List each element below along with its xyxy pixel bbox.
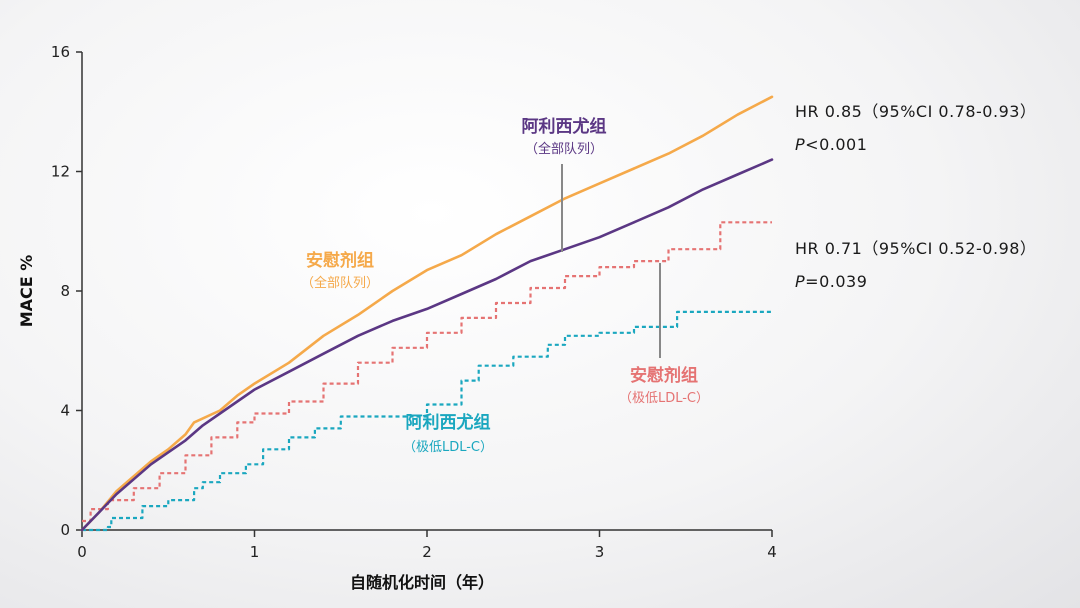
series-line-placebo-all [80,95,774,532]
label-arimoclomol-all-title: 阿利西尤组 [522,116,607,137]
stat-low-p: P=0.039 [795,272,867,291]
y-axis-title: MACE % [17,255,36,328]
series-lines [80,95,774,532]
x-tick-label: 3 [595,543,605,561]
label-placebo-all-title: 安慰剂组 [306,250,374,271]
stat-low-hr: HR 0.71（95%CI 0.52-0.98） [795,239,1036,258]
series-line-placebo-low [82,221,772,523]
x-tick-label: 0 [77,543,87,561]
stat-all-p-value: <0.001 [805,135,867,154]
series-line-arimoclomol-low [82,310,772,532]
label-arimoclomol-all-subtitle: （全部队列） [525,141,603,157]
y-tick-label: 12 [51,163,70,181]
label-placebo-all-subtitle: （全部队列） [301,275,379,291]
label-placebo-low-title: 安慰剂组 [630,365,698,386]
x-tick-label: 4 [767,543,777,561]
stat-all-p: P<0.001 [795,135,867,154]
x-tick-label: 1 [250,543,260,561]
stat-low-p-value: =0.039 [805,272,867,291]
x-axis-title: 自随机化时间（年） [350,573,494,592]
label-placebo-low-subtitle: （极低LDL-C） [619,391,709,406]
y-tick-label: 0 [60,521,70,539]
x-tick-label: 2 [422,543,432,561]
label-arimoclomol-low-title: 阿利西尤组 [406,412,491,433]
x-ticks: 0 1 2 3 4 [77,530,777,561]
axes [81,52,772,531]
label-arimoclomol-low-subtitle: （极低LDL-C） [403,440,493,455]
stat-all-hr: HR 0.85（95%CI 0.78-0.93） [795,102,1036,121]
y-tick-label: 16 [51,43,70,61]
series-line-arimoclomol-all [80,158,774,532]
y-ticks: 0 4 8 12 16 [51,43,82,539]
stat-all-p-label: P [795,135,805,154]
y-tick-label: 4 [60,402,70,420]
stat-low-p-label: P [795,272,805,291]
y-tick-label: 8 [60,282,70,300]
